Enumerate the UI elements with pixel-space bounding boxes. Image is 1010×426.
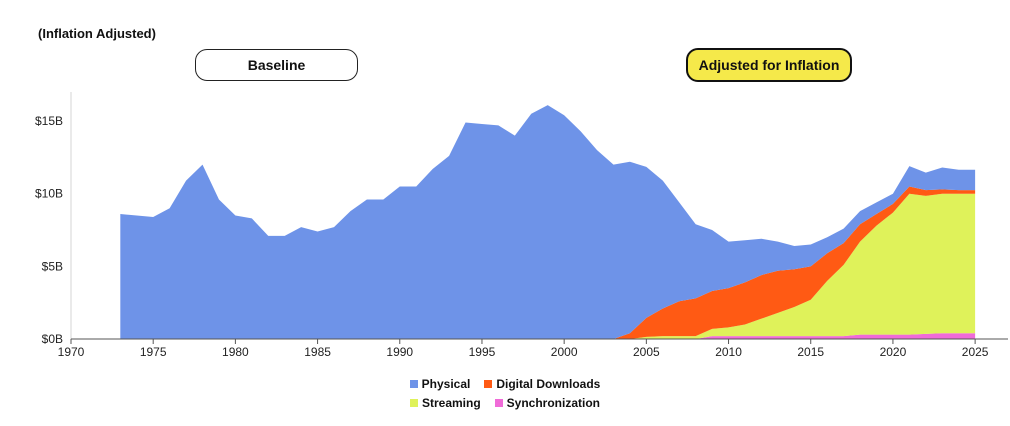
- baseline-toggle-button[interactable]: Baseline: [195, 49, 358, 81]
- x-tick-label: 1990: [386, 345, 413, 359]
- x-tick-label: 1995: [469, 345, 496, 359]
- area-streaming: [120, 193, 976, 339]
- x-tick-label: 1970: [58, 345, 85, 359]
- legend-item-synchronization[interactable]: Synchronization: [494, 396, 601, 410]
- y-tick-label: $10B: [35, 187, 63, 201]
- legend-row-1: Physical Digital Downloads: [0, 377, 1010, 391]
- area-physical: [120, 105, 976, 339]
- x-tick-label: 2000: [551, 345, 578, 359]
- legend-label-physical: Physical: [421, 377, 471, 391]
- legend-label-digital-downloads: Digital Downloads: [496, 377, 601, 391]
- y-tick-label: $0B: [42, 332, 63, 346]
- legend-item-physical[interactable]: Physical: [409, 377, 471, 391]
- x-tick-label: 1985: [304, 345, 331, 359]
- legend-swatch-physical: [409, 380, 418, 388]
- legend-label-synchronization: Synchronization: [506, 396, 601, 410]
- legend-swatch-synchronization: [494, 399, 503, 407]
- y-tick-label: $15B: [35, 114, 63, 128]
- legend-label-streaming: Streaming: [421, 396, 481, 410]
- legend-swatch-digital-downloads: [484, 380, 493, 388]
- x-tick-label: 2015: [797, 345, 824, 359]
- x-tick-label: 1975: [140, 345, 167, 359]
- stacked-area-chart: $0B $5B $10B $15B 1970 1975 1980 1985 1990 1995 2…: [35, 92, 1008, 359]
- adjusted-for-inflation-toggle-button[interactable]: Adjusted for Inflation: [686, 48, 852, 82]
- series-areas: [120, 105, 976, 339]
- x-tick-label: 2020: [880, 345, 907, 359]
- area-synchronization: [120, 333, 976, 339]
- legend-item-digital-downloads[interactable]: Digital Downloads: [484, 377, 600, 391]
- x-tick-label: 2025: [962, 345, 989, 359]
- area-digital-downloads: [120, 186, 976, 339]
- x-tick-label: 2005: [633, 345, 660, 359]
- x-axis: 1970 1975 1980 1985 1990 1995 2000 2005 2010 2015…: [58, 338, 1008, 359]
- y-tick-label: $5B: [42, 259, 63, 273]
- legend: Physical Digital Downloads Streaming Syn…: [0, 377, 1010, 415]
- legend-swatch-streaming: [409, 399, 418, 407]
- legend-item-streaming[interactable]: Streaming: [409, 396, 481, 410]
- x-tick-label: 1980: [222, 345, 249, 359]
- x-tick-label: 2010: [715, 345, 742, 359]
- legend-row-2: Streaming Synchronization: [0, 396, 1010, 410]
- y-axis: $0B $5B $10B $15B: [35, 114, 63, 346]
- chart-subtitle: (Inflation Adjusted): [38, 26, 156, 41]
